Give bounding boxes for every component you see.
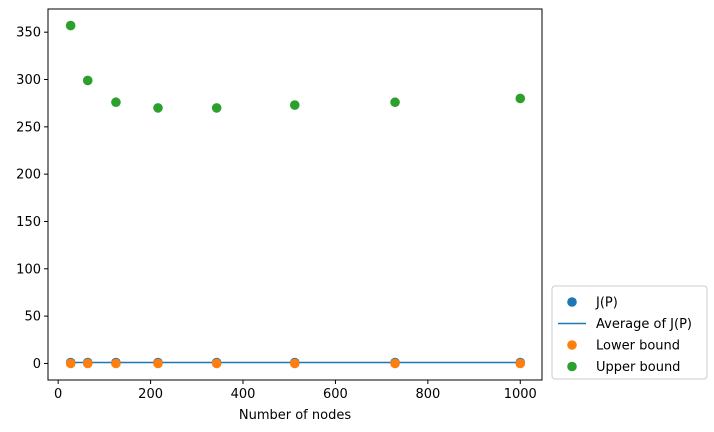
point-lower-bound	[515, 358, 526, 369]
legend-swatch-marker	[567, 340, 577, 350]
point-upper-bound	[153, 103, 163, 113]
point-upper-bound	[82, 75, 93, 86]
point-lower-bound	[390, 358, 400, 369]
y-tick-label: 300	[16, 73, 41, 88]
y-tick-label: 350	[16, 26, 41, 41]
y-axis: 0 50 100 150 200 250 300 350	[16, 26, 48, 372]
y-tick-label: 100	[16, 262, 41, 277]
y-tick-label: 250	[16, 120, 41, 135]
point-upper-bound	[111, 97, 121, 108]
x-axis: 0 200 400 600 800 1000	[54, 380, 537, 402]
point-lower-bound	[289, 358, 300, 369]
x-tick-label: 600	[323, 387, 348, 402]
point-upper-bound	[390, 97, 400, 108]
point-lower-bound	[65, 358, 76, 369]
legend-label: Average of J(P)	[596, 317, 692, 332]
point-upper-bound	[289, 100, 300, 110]
point-lower-bound	[211, 358, 222, 369]
y-tick-label: 150	[16, 215, 41, 230]
legend-swatch-marker	[567, 297, 577, 307]
legend-swatch-marker	[567, 361, 577, 372]
x-tick-label: 200	[138, 387, 163, 402]
plot-marks	[65, 20, 526, 369]
x-tick-label: 0	[54, 387, 62, 402]
x-tick-label: 800	[415, 387, 440, 402]
point-lower-bound	[82, 358, 93, 369]
point-upper-bound	[211, 103, 222, 113]
point-upper-bound	[515, 93, 526, 104]
x-tick-label: 1000	[504, 387, 537, 402]
point-lower-bound	[111, 358, 121, 369]
legend-label: J(P)	[595, 296, 618, 311]
legend-label: Upper bound	[596, 360, 680, 375]
legend: J(P) Average of J(P) Lower bound Upper boun…	[551, 285, 708, 380]
x-tick-label: 400	[231, 387, 256, 402]
point-upper-bound	[65, 20, 76, 31]
legend-label: Lower bound	[596, 339, 680, 354]
axes-frame	[47, 8, 543, 381]
y-tick-label: 0	[33, 357, 41, 372]
y-tick-label: 200	[16, 168, 41, 183]
legend-box	[551, 285, 708, 380]
x-axis-label: Number of nodes	[239, 408, 351, 423]
y-tick-label: 50	[24, 310, 41, 325]
point-lower-bound	[153, 358, 163, 369]
